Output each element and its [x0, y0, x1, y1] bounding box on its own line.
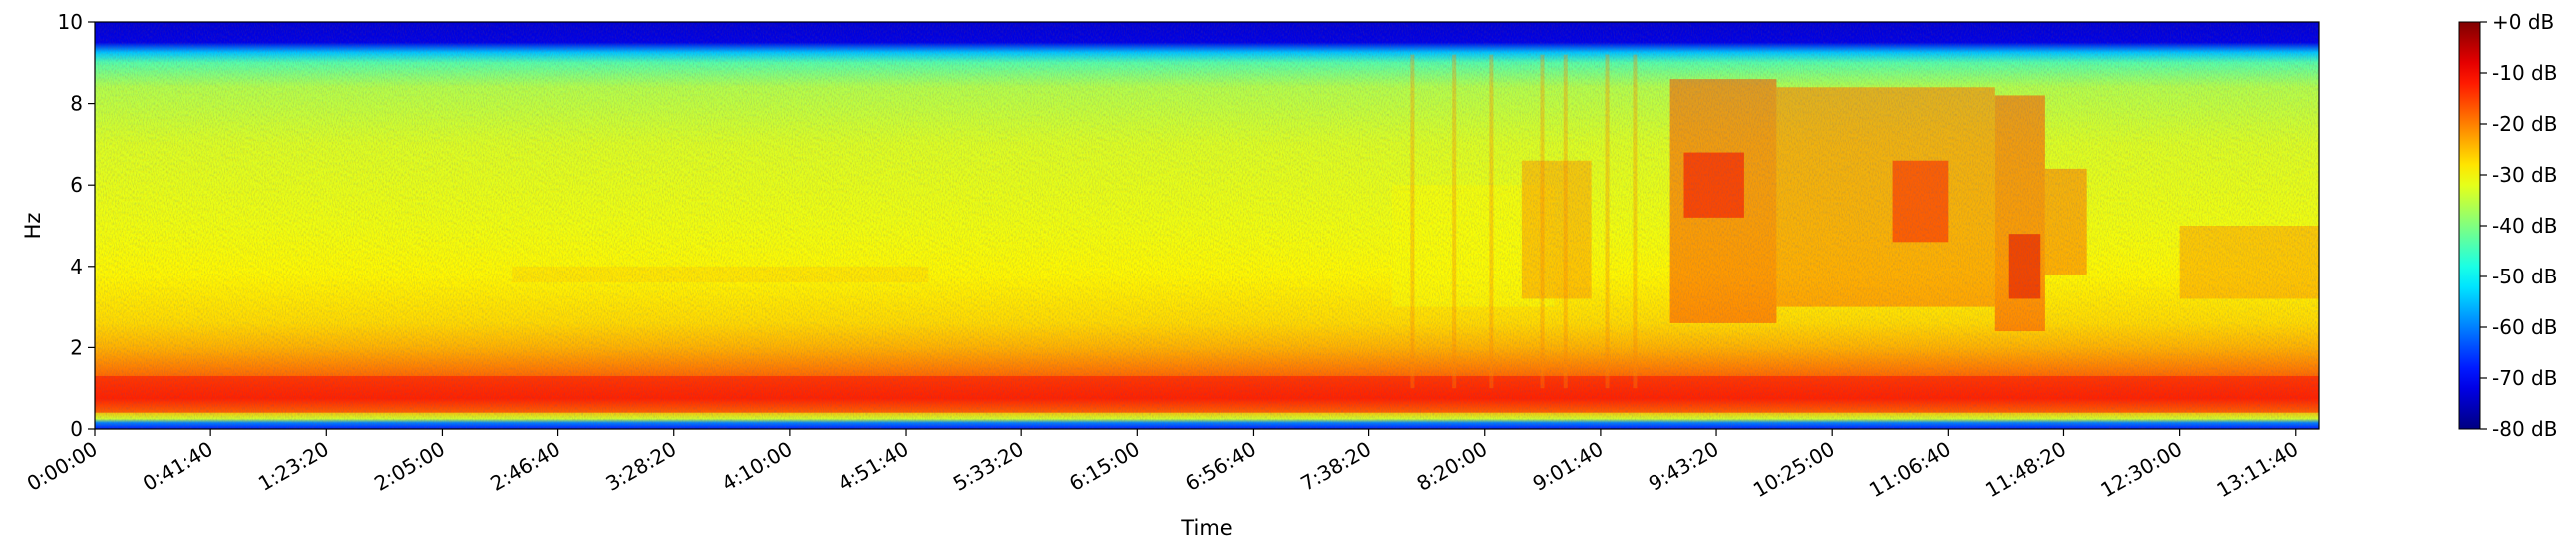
y-tick-label: 10: [58, 10, 83, 34]
colorbar-tick-label: -60 dB: [2492, 315, 2557, 339]
spectrogram-plot-area: [95, 22, 2319, 429]
x-tick-label: 10:25:00: [1749, 437, 1839, 503]
x-tick-label: 0:41:40: [139, 437, 217, 496]
y-tick-label: 8: [70, 92, 83, 116]
colorbar-tick-label: -80 dB: [2492, 417, 2557, 441]
x-tick-label: 7:38:20: [1296, 437, 1375, 496]
colorbar-tick-label: -40 dB: [2492, 214, 2557, 238]
y-tick-label: 4: [70, 255, 83, 278]
x-tick-label: 3:28:20: [601, 437, 680, 496]
colorbar-tick-label: +0 dB: [2492, 10, 2554, 34]
colorbar: +0 dB -10 dB -20 dB -30 dB -40 dB -50 dB -60 d…: [2458, 10, 2557, 441]
x-tick-label: 12:30:00: [2096, 437, 2186, 503]
x-tick-label: 8:20:00: [1412, 437, 1491, 496]
colorbar-ticks: +0 dB -10 dB -20 dB -30 dB -40 dB -50 dB -60 d…: [2480, 10, 2557, 441]
x-tick-label: 9:01:40: [1529, 437, 1608, 496]
y-tick-label: 0: [70, 417, 83, 441]
colorbar-tick-label: -30 dB: [2492, 163, 2557, 187]
y-axis: 0 2 4 6 8 10: [58, 10, 95, 441]
colorbar-bar: [2458, 21, 2481, 430]
x-tick-label: 11:48:20: [1981, 437, 2070, 503]
colorbar-tick-label: -20 dB: [2492, 112, 2557, 136]
x-tick-label: 0:00:00: [23, 437, 102, 496]
plot-frame: [94, 21, 2320, 430]
y-axis-label: Hz: [21, 213, 45, 240]
x-tick-label: 6:15:00: [1065, 437, 1144, 496]
x-tick-label: 9:43:20: [1645, 437, 1723, 496]
x-tick-label: 13:11:40: [2212, 437, 2302, 503]
x-tick-label: 4:10:00: [718, 437, 797, 496]
x-axis: 0:00:00 0:41:40 1:23:20 2:05:00 2:46:40 3:28:…: [23, 429, 2302, 503]
x-tick-label: 1:23:20: [254, 437, 333, 496]
y-tick-label: 6: [70, 173, 83, 197]
x-axis-label: Time: [1180, 516, 1232, 540]
colorbar-tick-label: -10 dB: [2492, 61, 2557, 85]
x-tick-label: 6:56:40: [1181, 437, 1260, 496]
x-tick-label: 11:06:40: [1865, 437, 1955, 503]
x-tick-label: 2:46:40: [486, 437, 564, 496]
x-tick-label: 5:33:20: [949, 437, 1028, 496]
x-tick-label: 2:05:00: [370, 437, 449, 496]
colorbar-tick-label: -50 dB: [2492, 265, 2557, 288]
spectrogram-grain-texture-warm: [98, 24, 2319, 429]
y-tick-label: 2: [70, 335, 83, 359]
x-tick-label: 4:51:40: [834, 437, 913, 496]
colorbar-tick-label: -70 dB: [2492, 366, 2557, 390]
